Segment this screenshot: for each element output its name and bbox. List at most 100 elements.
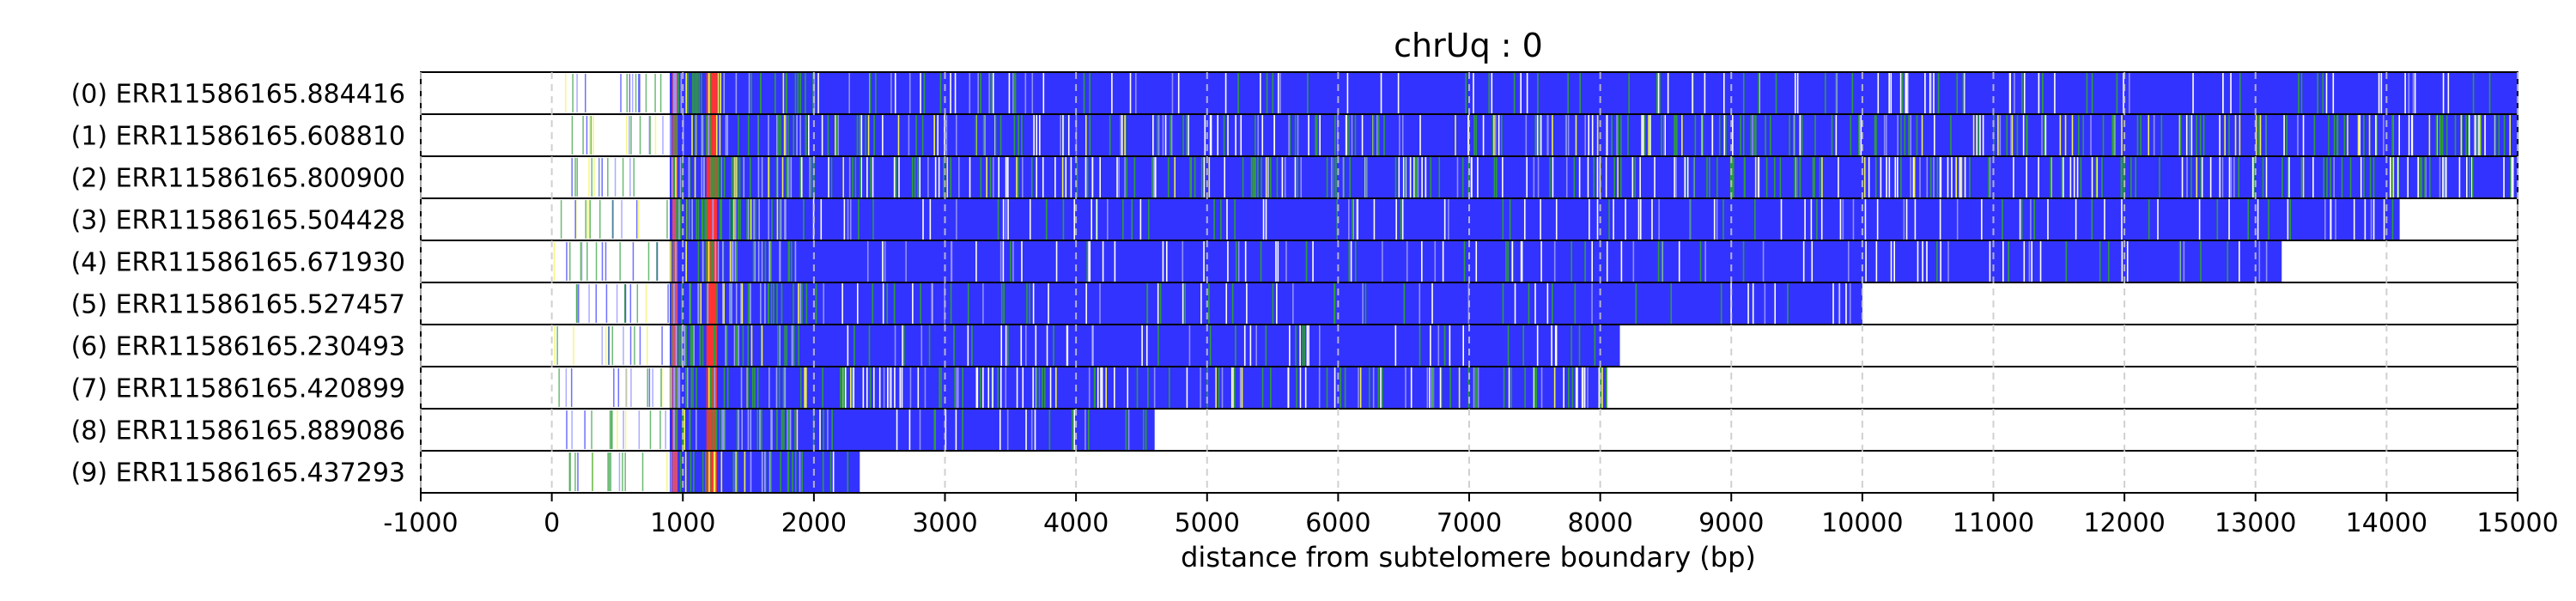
texture-mark	[2480, 115, 2482, 155]
texture-mark	[1686, 157, 1689, 197]
texture-mark	[792, 452, 793, 492]
texture-mark	[679, 452, 682, 492]
texture-mark	[702, 241, 705, 282]
texture-mark	[1260, 241, 1262, 282]
texture-mark	[850, 367, 852, 408]
texture-mark	[2469, 157, 2470, 197]
texture-mark	[1315, 115, 1317, 155]
texture-mark	[854, 325, 855, 366]
texture-mark	[866, 241, 869, 282]
texture-mark	[969, 73, 971, 113]
texture-mark	[1127, 410, 1130, 450]
texture-mark	[908, 115, 910, 155]
texture-mark	[780, 199, 782, 240]
texture-mark	[1125, 410, 1127, 450]
sparse-mark	[586, 242, 588, 281]
texture-mark	[2016, 115, 2019, 155]
texture-mark	[1584, 115, 1587, 155]
texture-mark	[1922, 241, 1923, 282]
texture-mark	[1224, 157, 1225, 197]
sparse-mark	[638, 74, 640, 112]
texture-mark	[2475, 115, 2476, 155]
texture-mark	[1055, 367, 1057, 408]
texture-mark	[789, 410, 792, 450]
red-band	[672, 410, 678, 450]
texture-mark	[1261, 367, 1264, 408]
texture-mark	[801, 283, 803, 324]
texture-mark	[2104, 199, 2105, 240]
texture-mark	[1664, 115, 1666, 155]
texture-mark	[1601, 367, 1603, 408]
texture-mark	[2287, 199, 2289, 240]
texture-mark	[1084, 157, 1087, 197]
texture-mark	[744, 452, 746, 492]
texture-mark	[1042, 367, 1043, 408]
texture-mark	[1565, 157, 1568, 197]
texture-mark	[746, 199, 748, 240]
texture-mark	[1997, 115, 1999, 155]
texture-mark	[1821, 157, 1823, 197]
texture-mark	[1555, 325, 1558, 366]
texture-mark	[689, 199, 690, 240]
texture-mark	[1787, 283, 1789, 324]
texture-mark	[1605, 157, 1607, 197]
texture-mark	[1591, 241, 1593, 282]
texture-mark	[1020, 325, 1023, 366]
sparse-mark	[630, 368, 632, 407]
texture-mark	[1114, 367, 1115, 408]
texture-mark	[1099, 157, 1101, 197]
texture-mark	[769, 157, 770, 197]
texture-mark	[781, 157, 784, 197]
texture-mark	[1575, 367, 1577, 408]
texture-mark	[1404, 157, 1406, 197]
texture-mark	[788, 241, 791, 282]
texture-mark	[785, 199, 787, 240]
texture-mark	[2120, 157, 2123, 197]
sparse-mark	[648, 116, 651, 155]
texture-mark	[1188, 115, 1189, 155]
texture-mark	[869, 367, 872, 408]
texture-mark	[2302, 157, 2305, 197]
texture-mark	[696, 367, 697, 408]
read-label: (4) ERR11586165.671930	[71, 248, 405, 278]
texture-mark	[990, 73, 993, 113]
texture-mark	[1729, 157, 1732, 197]
texture-mark	[1533, 367, 1535, 408]
texture-mark	[770, 452, 772, 492]
texture-mark	[1419, 325, 1421, 366]
texture-mark	[1224, 73, 1227, 113]
texture-mark	[783, 410, 785, 450]
texture-mark	[1177, 73, 1180, 113]
texture-mark	[915, 115, 917, 155]
texture-mark	[2199, 115, 2202, 155]
texture-mark	[2336, 115, 2338, 155]
texture-mark	[1723, 115, 1726, 155]
texture-mark	[1261, 115, 1264, 155]
texture-mark	[866, 367, 868, 408]
texture-mark	[1235, 241, 1237, 282]
texture-mark	[761, 325, 763, 366]
texture-mark	[1839, 199, 1842, 240]
texture-mark	[1266, 73, 1268, 113]
texture-mark	[736, 410, 738, 450]
sparse-mark	[626, 368, 629, 407]
texture-mark	[1127, 367, 1129, 408]
texture-mark	[799, 367, 802, 408]
texture-mark	[2286, 115, 2287, 155]
texture-mark	[805, 367, 807, 408]
texture-mark	[1969, 157, 1971, 197]
texture-mark	[1465, 73, 1467, 113]
texture-mark	[1571, 367, 1574, 408]
texture-mark	[1342, 157, 1345, 197]
texture-mark	[1067, 115, 1070, 155]
texture-mark	[1533, 157, 1535, 197]
texture-mark	[1405, 367, 1406, 408]
texture-mark	[2445, 157, 2447, 197]
texture-mark	[1704, 241, 1706, 282]
red-band	[672, 241, 678, 282]
texture-mark	[732, 452, 735, 492]
texture-mark	[2102, 115, 2105, 155]
texture-mark	[1213, 199, 1215, 240]
texture-mark	[714, 367, 716, 408]
texture-mark	[955, 115, 957, 155]
